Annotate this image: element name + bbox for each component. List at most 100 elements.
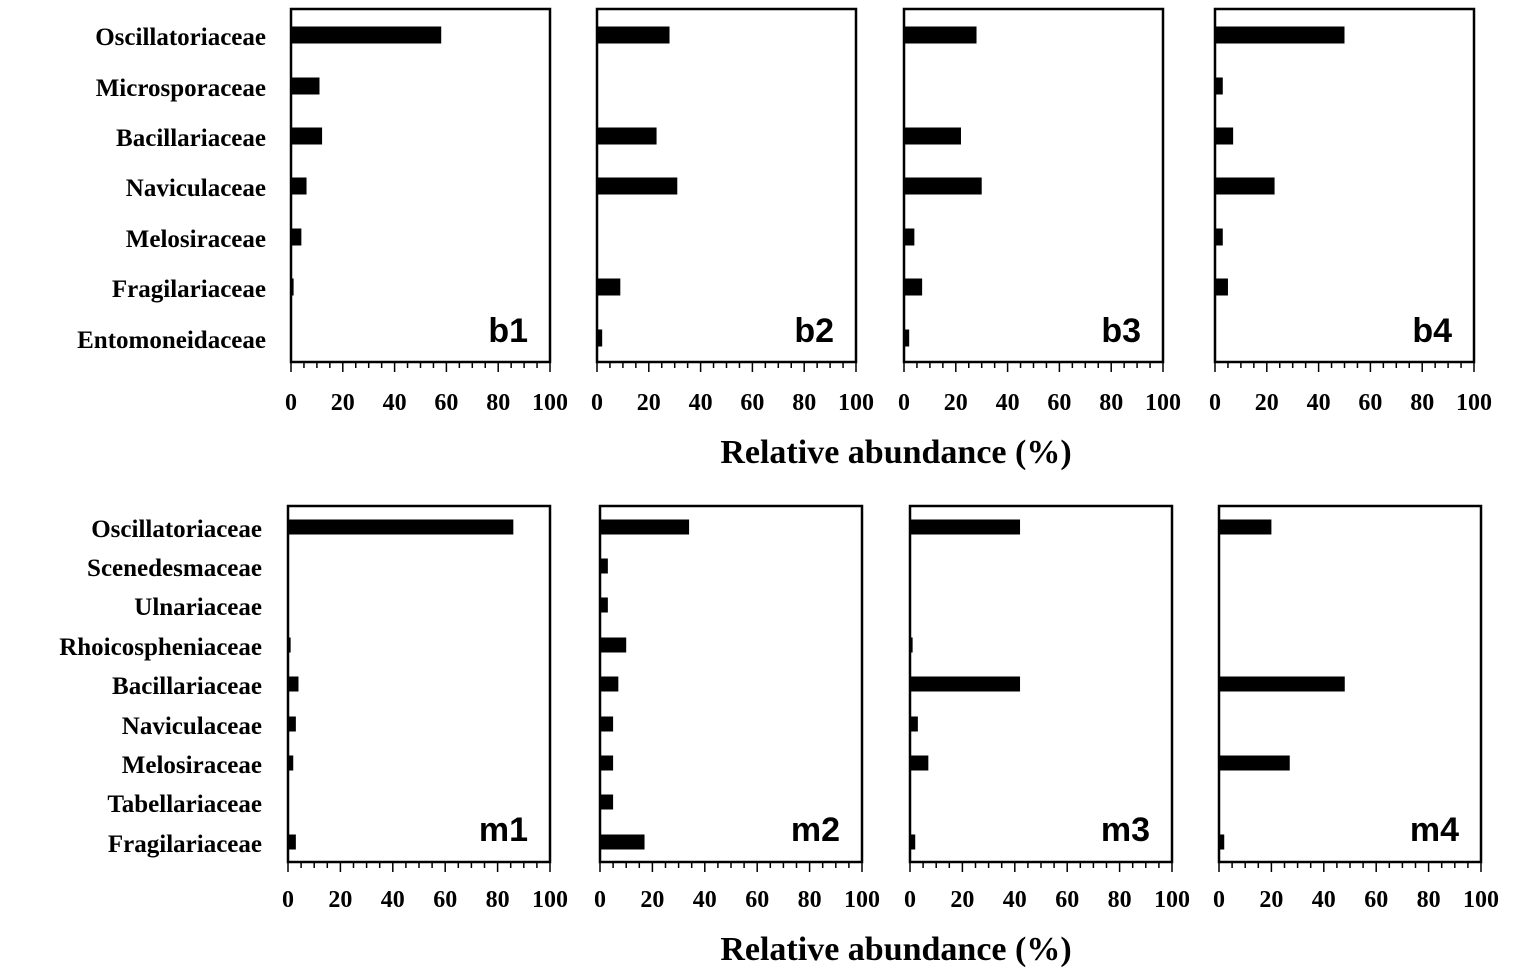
bar-m4-oscillatoriaceae xyxy=(1219,519,1272,535)
bar-b2-naviculaceae xyxy=(597,177,678,195)
x-tick-label: 60 xyxy=(1358,390,1382,416)
x-tick-label: 80 xyxy=(1410,390,1434,416)
x-tick-label: 0 xyxy=(1213,887,1225,913)
bar-m3-oscillatoriaceae xyxy=(910,519,1021,535)
bar-b1-melosiraceae xyxy=(291,228,302,246)
panel-m1: 0 20 40 60 80 100 m1 xyxy=(282,504,568,913)
bar-b3-bacillariaceae xyxy=(904,127,961,145)
category-label: Entomoneidaceae xyxy=(77,327,266,354)
bar-b1-fragilariaceae xyxy=(291,278,294,296)
bar-m4-melosiraceae xyxy=(1219,755,1290,771)
bar-m1-fragilariaceae xyxy=(288,834,296,850)
category-label: Microsporaceae xyxy=(96,75,266,102)
bar-m4-bacillariaceae xyxy=(1219,676,1345,692)
panel-label: m1 xyxy=(479,811,528,849)
bar-m3-bacillariaceae xyxy=(910,676,1021,692)
plot-frame xyxy=(289,7,552,364)
x-tick-label: 100 xyxy=(1456,390,1492,416)
x-tick-label: 40 xyxy=(383,390,407,416)
panel-b4: 0 20 40 60 80 100 b4 xyxy=(1209,7,1492,416)
bar-b4-microsporaceae xyxy=(1215,77,1223,95)
category-label: Ulnariaceae xyxy=(134,594,262,621)
bar-m2-scenedesmaceae xyxy=(600,558,608,574)
bar-m2-fragilariaceae xyxy=(600,834,645,850)
category-label: Oscillatoriaceae xyxy=(95,24,266,51)
category-label: Melosiraceae xyxy=(126,226,266,253)
x-tick-label: 80 xyxy=(486,887,510,913)
x-tick-label: 0 xyxy=(285,390,297,416)
category-label: Scenedesmaceae xyxy=(87,555,262,582)
bar-b3-naviculaceae xyxy=(904,177,982,195)
x-tick-label: 100 xyxy=(532,390,568,416)
x-tick-label: 80 xyxy=(1417,887,1441,913)
x-tick-label: 60 xyxy=(1055,887,1079,913)
bar-m2-ulnariaceae xyxy=(600,597,608,613)
bar-b3-oscillatoriaceae xyxy=(904,26,977,44)
bar-m3-melosiraceae xyxy=(910,755,929,771)
bar-b2-oscillatoriaceae xyxy=(597,26,670,44)
x-tick-label: 60 xyxy=(745,887,769,913)
bar-b4-melosiraceae xyxy=(1215,228,1223,246)
category-label: Oscillatoriaceae xyxy=(91,516,262,543)
x-tick-label: 20 xyxy=(331,390,355,416)
x-tick-label: 60 xyxy=(1364,887,1388,913)
bar-m3-fragilariaceae xyxy=(910,834,916,850)
bar-b4-bacillariaceae xyxy=(1215,127,1234,145)
x-tick-label: 100 xyxy=(532,887,568,913)
x-tick-label: 60 xyxy=(1047,390,1071,416)
bar-m3-naviculaceae xyxy=(910,716,918,732)
bar-m2-bacillariaceae xyxy=(600,676,619,692)
x-tick-label: 100 xyxy=(1154,887,1190,913)
bar-b2-entomoneidaceae xyxy=(597,329,603,347)
bar-m2-oscillatoriaceae xyxy=(600,519,690,535)
panel-b1: 0 20 40 60 80 100 b1 xyxy=(285,7,568,416)
plot-frame xyxy=(286,504,552,864)
x-tick-label: 40 xyxy=(1312,887,1336,913)
panel-label: b4 xyxy=(1412,312,1452,350)
bar-b4-fragilariaceae xyxy=(1215,278,1228,296)
x-axis-title: Relative abundance (%) xyxy=(720,434,1071,471)
bar-m1-naviculaceae xyxy=(288,716,296,732)
category-label: Tabellariaceae xyxy=(107,791,262,818)
category-label: Melosiraceae xyxy=(122,752,262,779)
panel-m3: 0 20 40 60 80 100 m3 xyxy=(904,504,1190,913)
category-label: Naviculaceae xyxy=(126,175,266,202)
x-tick-label: 0 xyxy=(1209,390,1221,416)
row-b-panels: 0 20 40 60 80 100 b1 0 20 40 60 80 100 b2 0 20 40 60 80 100… xyxy=(285,7,1492,416)
category-label: Fragilariaceae xyxy=(108,831,262,858)
bar-m1-melosiraceae xyxy=(288,755,294,771)
x-tick-label: 80 xyxy=(792,390,816,416)
row-m-category-labels: Oscillatoriaceae Scenedesmaceae Ulnariac… xyxy=(59,516,262,858)
bar-m1-rhoicospheniaceae xyxy=(288,637,291,653)
bar-b1-microsporaceae xyxy=(291,77,320,95)
x-tick-label: 20 xyxy=(640,887,664,913)
x-tick-label: 80 xyxy=(1099,390,1123,416)
bar-b4-naviculaceae xyxy=(1215,177,1275,195)
bar-m1-bacillariaceae xyxy=(288,676,299,692)
x-tick-label: 80 xyxy=(798,887,822,913)
row-b-category-labels: Oscillatoriaceae Microsporaceae Bacillar… xyxy=(77,24,266,354)
x-tick-label: 100 xyxy=(838,390,874,416)
bar-b1-oscillatoriaceae xyxy=(291,26,442,44)
x-tick-label: 100 xyxy=(1463,887,1499,913)
x-tick-label: 40 xyxy=(689,390,713,416)
bar-b2-bacillariaceae xyxy=(597,127,657,145)
category-label: Naviculaceae xyxy=(122,713,262,740)
x-tick-label: 40 xyxy=(1003,887,1027,913)
bar-m1-oscillatoriaceae xyxy=(288,519,514,535)
x-tick-label: 100 xyxy=(844,887,880,913)
bar-m2-melosiraceae xyxy=(600,755,614,771)
category-label: Fragilariaceae xyxy=(112,276,266,303)
panel-b3: 0 20 40 60 80 100 b3 xyxy=(898,7,1181,416)
x-tick-label: 20 xyxy=(950,887,974,913)
x-tick-label: 60 xyxy=(740,390,764,416)
x-tick-label: 0 xyxy=(898,390,910,416)
panel-label: m4 xyxy=(1410,811,1459,849)
x-tick-label: 20 xyxy=(1255,390,1279,416)
category-label: Bacillariaceae xyxy=(112,673,262,700)
x-tick-label: 20 xyxy=(328,887,352,913)
bar-m2-rhoicospheniaceae xyxy=(600,637,627,653)
panel-label: b2 xyxy=(794,312,834,350)
row-m-panels: 0 20 40 60 80 100 m1 0 20 40 60 80 100 m2 0 20 40 60 80 100… xyxy=(282,504,1499,913)
